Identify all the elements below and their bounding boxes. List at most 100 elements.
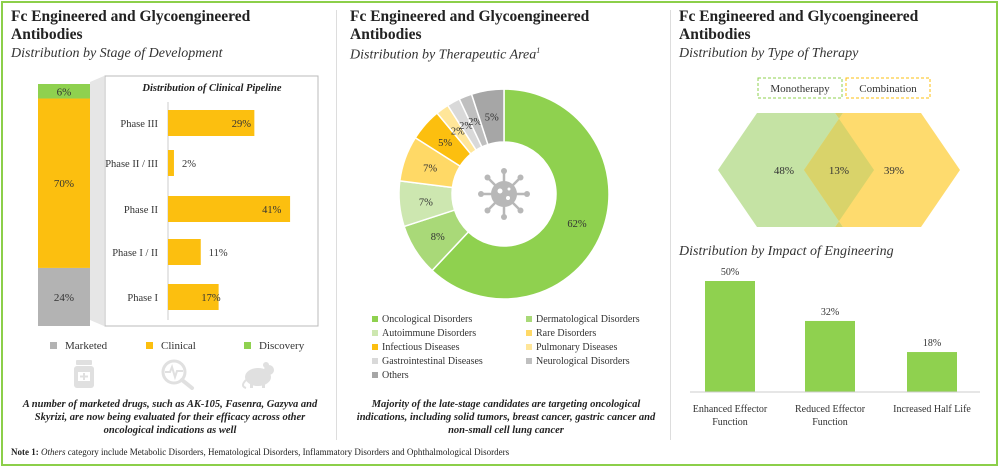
impact-bar-increased-half-life (907, 352, 957, 392)
donut-legend-dermatological-disorders: Dermatological Disorders (536, 314, 640, 325)
panel3-title-line2: Antibodies (679, 26, 751, 43)
panel3-subtitle: Distribution by Type of Therapy (679, 46, 859, 61)
stage-label-marketed: 24% (54, 292, 74, 304)
donut-label-autoimmune-disorders: 7% (419, 197, 433, 208)
panel3-title: Fc Engineered and Glycoengineered Antibo… (679, 8, 918, 44)
panel1-subtitle: Distribution by Stage of Development (11, 46, 223, 61)
donut-label-infectious-diseases: 5% (438, 138, 452, 149)
pipeline-category-phase-i: Phase I (127, 293, 158, 304)
pipeline-category-phase-ii-iii: Phase II / III (105, 159, 158, 170)
panel3-subtitle2: Distribution by Impact of Engineering (679, 244, 894, 259)
panel2-title-line2: Antibodies (350, 26, 422, 43)
donut-legend-swatch-pulmonary-diseases (526, 344, 532, 350)
donut-legend-neurological-disorders: Neurological Disorders (536, 356, 630, 367)
pipeline-bar-phase-iii (168, 110, 255, 136)
stage-bar-discovery (38, 84, 90, 99)
footnote-italic: Others (41, 447, 66, 457)
donut-legend-autoimmune-disorders: Autoimmune Disorders (382, 328, 476, 339)
donut-legend-swatch-dermatological-disorders (526, 316, 532, 322)
pill-bottle-icon (74, 360, 94, 388)
stage-legend-swatch-marketed (50, 342, 57, 349)
pipeline-label-phase-i: 17% (201, 293, 221, 304)
donut-legend-rare-disorders: Rare Disorders (536, 328, 596, 339)
venn-label-combination: 39% (884, 165, 904, 177)
footnote-label: Note 1: (11, 447, 39, 457)
donut-slices: 62%8%7%7%5%2%2%2% 5% (398, 88, 610, 300)
impact-category-reduced-effector-function: Reduced Effector Function (795, 404, 866, 428)
stage-legend-discovery: Discovery (259, 340, 305, 352)
donut-legend-swatch-neurological-disorders (526, 358, 532, 364)
panel2-subtitle-sup: 1 (536, 46, 541, 55)
pipeline-category-phase-iii: Phase III (120, 119, 158, 130)
donut-label-others: 5% (485, 112, 499, 123)
stage-legend-swatch-clinical (146, 342, 153, 349)
venn-name-monotherapy: Monotherapy (770, 83, 830, 95)
donut-legend-oncological-disorders: Oncological Disorders (382, 314, 472, 325)
impact-bar-reduced-effector-function (805, 320, 855, 392)
donut-legend-swatch-rare-disorders (526, 330, 532, 336)
panel2-caption: Majority of the late-stage candidates ar… (356, 399, 656, 436)
pipeline-bars: Phase III 29% Phase II / III 2% Phase II 41% P… (105, 102, 291, 320)
donut-legend-pulmonary-diseases: Pulmonary Diseases (536, 342, 617, 353)
panel1-title: Fc Engineered and Glycoengineered Antibo… (11, 8, 250, 44)
stage-legend-marketed: Marketed (65, 340, 108, 352)
panel1-caption: A number of marketed drugs, such as AK-1… (22, 399, 318, 436)
impact-category-enhanced-effector-function: Enhanced Effector Function (693, 404, 768, 428)
donut-slice-oncological-disorders (431, 88, 610, 300)
stage-legend: Marketed Clinical Discovery (50, 340, 305, 352)
donut-label-pulmonary-diseases: 2% (451, 126, 465, 137)
footnote-text: category include Metabolic Disorders, He… (65, 447, 510, 457)
impact-chart-svg: 50% Enhanced Effector Function 32% Reduced E… (690, 267, 980, 428)
panel2-subtitle-text: Distribution by Therapeutic Area (350, 47, 537, 63)
venn-box-combination (845, 77, 931, 99)
impact-label-reduced-effector-function: 32% (821, 307, 839, 318)
stage-chart-svg: 24% 70% 6% Distribution of Clinical Pipeli… (38, 75, 319, 352)
impact-bars: 50% Enhanced Effector Function 32% Reduced E… (690, 267, 980, 428)
donut-label-gastrointestinal-diseases: 2% (459, 121, 473, 132)
donut-label-dermatological-disorders: 8% (431, 232, 445, 243)
stage-label-clinical: 70% (54, 178, 74, 190)
impact-bar-enhanced-effector-function (705, 281, 755, 392)
venn-label-monotherapy: 48% (774, 165, 794, 177)
virus-icon (478, 168, 530, 220)
venn-label-overlap: 13% (829, 165, 849, 177)
venn-box-monotherapy (757, 77, 843, 99)
donut-legend-swatch-infectious-diseases (372, 344, 378, 350)
pipeline-bar-phase-i-ii (168, 239, 201, 265)
stage-stacked-bar: 24% 70% 6% (38, 84, 90, 326)
venn-diagram: Monotherapy Combination 48% 13% 39% (718, 77, 960, 227)
mouse-icon (242, 362, 274, 389)
impact-category-increased-half-life: Increased Half Life (893, 404, 971, 415)
panel-divider-1 (336, 10, 337, 440)
panel2-title: Fc Engineered and Glycoengineered Antibo… (350, 8, 589, 44)
pipeline-bar-phase-i (168, 284, 219, 310)
pipeline-label-phase-ii-iii: 2% (182, 159, 196, 170)
pipeline-label-phase-i-ii: 11% (209, 248, 228, 259)
pipeline-bar-phase-ii (168, 196, 291, 222)
venn-chart-svg: Monotherapy Combination 48% 13% 39% (718, 77, 960, 227)
pipeline-bar-phase-ii-iii (168, 150, 174, 176)
pipeline-label-phase-ii: 41% (262, 205, 282, 216)
panel1-title-line2: Antibodies (11, 26, 83, 43)
footnote: Note 1: Others category include Metaboli… (11, 447, 509, 457)
pipeline-title: Distribution of Clinical Pipeline (141, 83, 281, 94)
stage-legend-swatch-discovery (244, 342, 251, 349)
venn-overlap (804, 113, 874, 227)
zoom-connector (90, 76, 104, 326)
donut-legend-swatch-gastrointestinal-diseases (372, 358, 378, 364)
donut-legend-gastrointestinal-diseases: Gastrointestinal Diseases (382, 356, 483, 367)
venn-name-combination: Combination (859, 83, 917, 95)
donut-label-neurological-disorders: 2% (468, 117, 482, 128)
donut-legend: Oncological Disorders Dermatological Diso… (372, 314, 640, 381)
panel2-title-line1: Fc Engineered and Glycoengineered (350, 8, 590, 25)
donut-legend-swatch-autoimmune-disorders (372, 330, 378, 336)
donut-legend-swatch-oncological-disorders (372, 316, 378, 322)
stage-bar-clinical (38, 98, 90, 268)
panel1-title-line1: Fc Engineered and Glycoengineered (11, 8, 251, 25)
panel2-subtitle: Distribution by Therapeutic Area1 (350, 46, 540, 64)
donut-slice-others (470, 88, 505, 146)
donut-label-oncological-disorders: 62% (567, 219, 587, 230)
donut-legend-others: Others (382, 370, 409, 381)
panel3-title-line1: Fc Engineered and Glycoengineered (679, 8, 919, 25)
